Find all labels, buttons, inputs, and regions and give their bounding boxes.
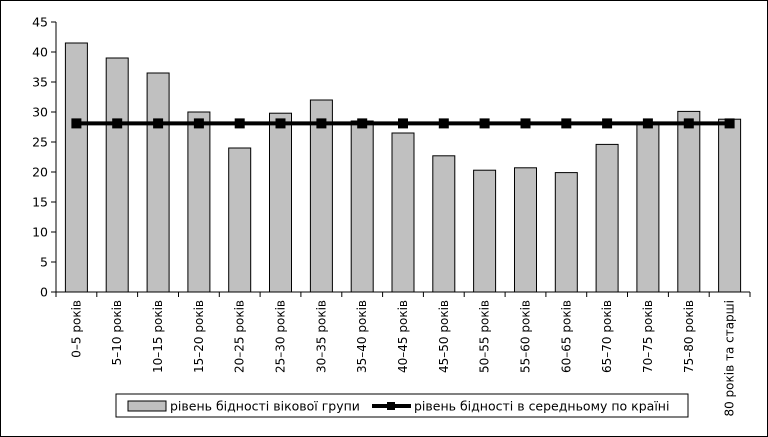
x-category-label: 35–40 років	[355, 300, 369, 373]
x-category-label: 10–15 років	[151, 300, 165, 373]
y-tick-label: 40	[32, 45, 48, 60]
x-category-label: 20–25 років	[233, 300, 247, 373]
bar-11	[514, 167, 537, 293]
bar-4	[228, 147, 252, 293]
x-category-label: 15–20 років	[192, 300, 206, 373]
y-tick-label: 45	[32, 15, 48, 30]
average-marker-6	[316, 118, 327, 129]
bar-3	[187, 111, 211, 293]
average-marker-11	[520, 118, 531, 129]
x-category-label: 65–70 років	[600, 300, 614, 373]
y-tick-label: 30	[32, 105, 48, 120]
average-marker-16	[724, 118, 735, 129]
y-tick-label: 35	[32, 75, 48, 90]
average-marker-15	[683, 118, 694, 129]
y-tick-label: 0	[40, 285, 48, 300]
legend-line-label: рівень бідності в середньому по країні	[414, 399, 669, 414]
bar-14	[636, 123, 660, 293]
x-category-label: 60–65 років	[559, 300, 573, 373]
bar-12	[554, 172, 578, 293]
x-category-label: 80 років та старші	[723, 300, 737, 417]
average-marker-9	[438, 118, 449, 129]
x-category-label: 0–5 років	[69, 300, 83, 358]
x-category-label: 50–55 років	[478, 300, 492, 373]
average-marker-4	[234, 118, 245, 129]
bar-15	[677, 110, 701, 293]
y-ticks-group: 0 5 10 15 20 25 30 35 40 45	[32, 15, 56, 300]
bar-1	[105, 57, 129, 293]
average-marker-13	[602, 118, 613, 129]
average-marker-10	[479, 118, 490, 129]
axes-group	[55, 22, 751, 297]
bar-6	[309, 99, 333, 293]
y-tick-label: 10	[32, 225, 48, 240]
y-tick-label: 20	[32, 165, 48, 180]
y-tick-label: 15	[32, 195, 48, 210]
x-category-label: 75–80 років	[682, 300, 696, 373]
average-marker-0	[71, 118, 82, 129]
average-marker-8	[398, 118, 408, 129]
bar-13	[595, 143, 619, 293]
y-tick-label: 25	[32, 135, 48, 150]
average-marker-2	[153, 118, 164, 129]
average-marker-5	[275, 118, 286, 129]
bar-7	[350, 120, 374, 293]
legend: рівень бідності вікової групи рівень бід…	[115, 393, 689, 418]
average-marker-14	[642, 118, 653, 129]
average-marker-1	[112, 118, 123, 129]
bar-8	[391, 132, 415, 293]
x-category-label: 30–35 років	[314, 300, 328, 373]
bar-0	[64, 42, 88, 293]
y-tick-label: 5	[40, 255, 48, 270]
x-category-label: 25–30 років	[274, 300, 288, 373]
bar-16	[718, 118, 742, 293]
x-category-label: 40–45 років	[396, 300, 410, 373]
x-category-label: 55–60 років	[519, 300, 533, 373]
x-category-label: 5–10 років	[110, 300, 124, 365]
bar-10	[473, 169, 497, 293]
average-marker-12	[561, 118, 572, 129]
average-line-group	[71, 118, 735, 129]
average-marker-3	[193, 118, 204, 129]
legend-bar-swatch	[127, 400, 167, 412]
legend-bar-label: рівень бідності вікової групи	[170, 399, 360, 414]
x-category-label: 45–50 років	[437, 300, 451, 373]
bar-2	[146, 72, 170, 293]
bar-9	[432, 155, 456, 293]
average-marker-7	[357, 118, 368, 129]
legend-line-marker	[387, 402, 395, 410]
x-labels-group: 0–5 років 5–10 років 10–15 років 15–20 рокі…	[69, 300, 736, 417]
bars-group	[64, 42, 742, 293]
x-category-label: 70–75 років	[641, 300, 655, 373]
bar-5	[269, 112, 292, 293]
